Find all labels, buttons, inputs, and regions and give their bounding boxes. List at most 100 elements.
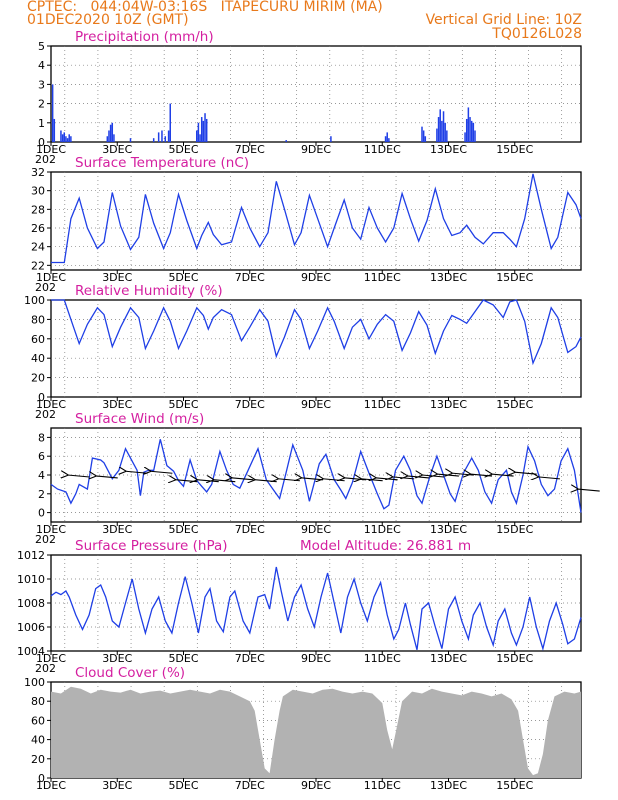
x-tick-label: 15DEC xyxy=(496,398,533,411)
y-tick-label: 28 xyxy=(31,203,45,216)
x-tick-label: 5DEC xyxy=(168,398,198,411)
precip-bar xyxy=(472,122,475,142)
x-tick-label: 5DEC xyxy=(168,779,198,792)
precip-bar xyxy=(161,130,163,142)
x-tick-label: 1DEC xyxy=(36,779,66,792)
x-tick-label: 1DEC xyxy=(36,398,66,411)
precip-bar xyxy=(65,136,67,142)
precip-bar xyxy=(169,103,171,142)
header-grid-note: Vertical Grid Line: 10Z xyxy=(425,12,582,28)
x-tick-label: 5DEC xyxy=(168,143,198,156)
precip-bar xyxy=(388,138,390,142)
x-tick-label: 9DEC xyxy=(301,398,331,411)
x-tick-label: 11DEC xyxy=(364,271,401,284)
precip-bar xyxy=(446,130,448,142)
precip-bar xyxy=(469,117,471,142)
panel-title: Cloud Cover (%) xyxy=(75,665,185,681)
x-tick-label: 11DEC xyxy=(364,652,401,665)
header-run-id: TQ0126L028 xyxy=(492,26,582,42)
panel-annotation: Model Altitude: 26.881 m xyxy=(300,538,471,554)
precip-bar xyxy=(204,113,206,142)
precip-bar xyxy=(129,138,132,142)
y-tick-label: 2 xyxy=(38,488,45,501)
wind-arrow xyxy=(392,477,415,479)
x-tick-label: 1DEC xyxy=(36,271,66,284)
wind-arrow xyxy=(578,489,600,491)
y-tick-label: 22 xyxy=(31,259,45,272)
y-tick-label: 20 xyxy=(31,753,45,766)
precip-bar xyxy=(470,120,473,142)
x-tick-label: 13DEC xyxy=(430,143,467,156)
panel-title: Precipitation (mm/h) xyxy=(75,29,214,45)
y-tick-label: 60 xyxy=(31,714,45,727)
wind-arrow xyxy=(538,477,560,479)
y-tick-label: 6 xyxy=(38,450,45,463)
x-tick-label: 1DEC xyxy=(36,652,66,665)
precip-bar xyxy=(437,117,440,142)
x-tick-label: 3DEC xyxy=(102,652,132,665)
x-tick-label: 7DEC xyxy=(235,143,265,156)
series-line xyxy=(51,299,582,366)
x-tick-label: 15DEC xyxy=(496,652,533,665)
precip-bar xyxy=(109,124,112,142)
precip-bar xyxy=(70,136,72,142)
precip-bar xyxy=(436,128,438,142)
precip-bar xyxy=(108,130,110,142)
precip-bar xyxy=(422,130,425,142)
x-tick-label: 5DEC xyxy=(168,523,198,536)
wind-arrow xyxy=(515,472,537,474)
panel-title: Relative Humidity (%) xyxy=(75,283,223,299)
precip-bar xyxy=(196,130,198,142)
x-tick-label: 11DEC xyxy=(364,779,401,792)
precip-bar xyxy=(167,130,170,142)
cloud-cover-area xyxy=(51,686,581,778)
x-tick-label: 13DEC xyxy=(430,523,467,536)
y-tick-label: 4 xyxy=(38,59,45,72)
y-tick-label: 100 xyxy=(24,676,45,689)
y-tick-label: 26 xyxy=(31,222,45,235)
header-datetime: 01DEC2020 10Z (GMT) xyxy=(27,12,189,28)
precip-bar xyxy=(113,134,115,142)
x-tick-label: 1DEC xyxy=(36,143,66,156)
x-tick-label: 11DEC xyxy=(364,523,401,536)
x-year-fragment: 202 xyxy=(35,153,56,166)
wind-arrow xyxy=(232,478,254,480)
precip-bar xyxy=(66,138,69,142)
x-tick-label: 3DEC xyxy=(102,398,132,411)
precip-bar xyxy=(330,136,332,142)
precip-bar xyxy=(111,122,114,142)
x-tick-label: 9DEC xyxy=(301,523,331,536)
x-tick-label: 3DEC xyxy=(102,271,132,284)
y-tick-label: 80 xyxy=(31,313,45,326)
x-tick-label: 9DEC xyxy=(301,779,331,792)
y-tick-label: 60 xyxy=(31,333,45,346)
series-line xyxy=(51,173,582,264)
y-tick-label: 2 xyxy=(38,98,45,111)
x-tick-label: 7DEC xyxy=(235,523,265,536)
x-tick-label: 15DEC xyxy=(496,271,533,284)
x-year-fragment: 202 xyxy=(35,408,56,421)
y-tick-label: 1012 xyxy=(17,549,45,562)
y-tick-label: 8 xyxy=(38,431,45,444)
precip-bar xyxy=(424,136,427,142)
precip-bar xyxy=(152,138,155,142)
y-tick-label: 3 xyxy=(38,78,45,91)
x-tick-label: 3DEC xyxy=(102,143,132,156)
x-tick-label: 15DEC xyxy=(496,523,533,536)
precip-bar xyxy=(199,134,201,142)
precip-bar xyxy=(157,132,160,142)
y-tick-label: 32 xyxy=(31,166,45,179)
precip-bar xyxy=(197,122,200,142)
x-tick-label: 11DEC xyxy=(364,143,401,156)
x-tick-label: 7DEC xyxy=(235,271,265,284)
precip-bar xyxy=(202,120,205,142)
x-year-fragment: 202 xyxy=(35,533,56,546)
x-tick-label: 9DEC xyxy=(301,652,331,665)
y-tick-label: 0 xyxy=(38,772,45,785)
x-tick-label: 13DEC xyxy=(430,779,467,792)
x-tick-label: 3DEC xyxy=(102,523,132,536)
x-tick-label: 13DEC xyxy=(430,398,467,411)
x-tick-label: 15DEC xyxy=(496,779,533,792)
x-tick-label: 1DEC xyxy=(36,523,66,536)
